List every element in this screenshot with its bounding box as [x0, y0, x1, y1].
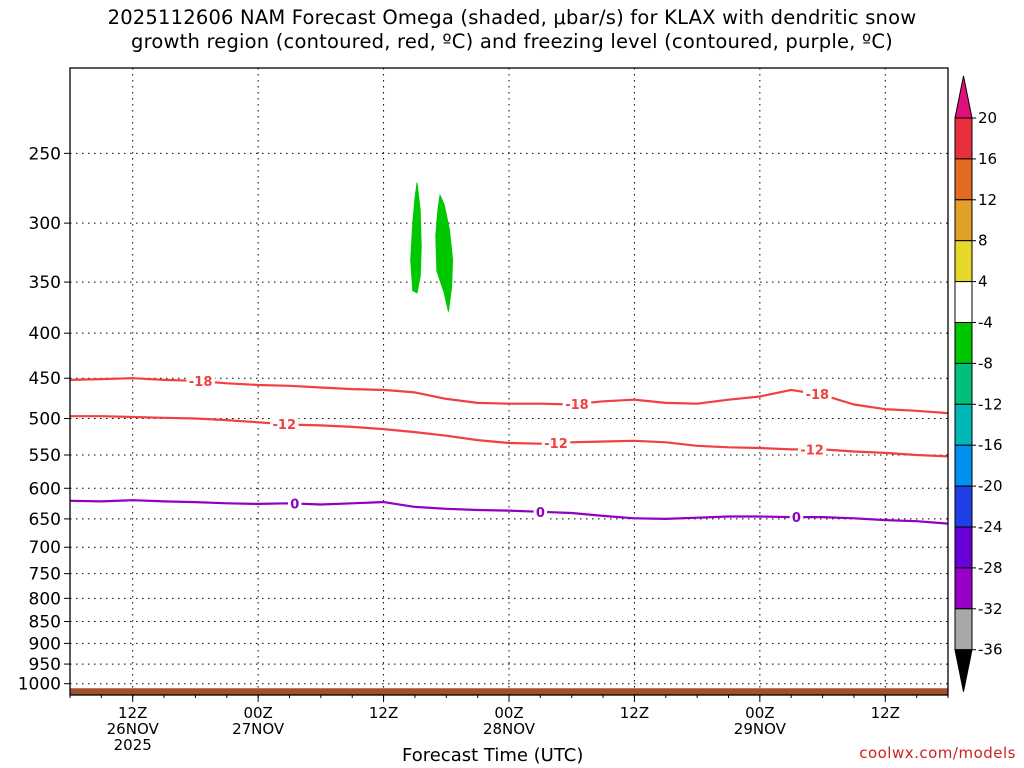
colorbar-bin [954, 240, 973, 283]
title-line-1: 2025112606 NAM Forecast Omega (shaded, μ… [107, 6, 917, 29]
y-tick-label: 650 [29, 510, 61, 530]
colorbar-bin [954, 403, 973, 446]
chart-title: 2025112606 NAM Forecast Omega (shaded, μ… [0, 6, 1024, 54]
colorbar-top-arrow [954, 75, 973, 119]
colorbar: 20 16 12 8 4 -4 -8 -12 -16 -20 -24 -28 -32 -36 [954, 75, 1003, 692]
terrain-layer [70, 688, 948, 695]
y-tick-label: 550 [29, 446, 61, 466]
colorbar-label: -4 [978, 314, 993, 332]
y-tick-label: 450 [29, 369, 61, 389]
contour-label: -18 [806, 388, 830, 403]
title-line-2: growth region (contoured, red, ºC) and f… [131, 30, 893, 53]
y-tick-label: 300 [29, 214, 61, 234]
colorbar-bin [954, 322, 973, 364]
contour-label-bg [287, 495, 302, 512]
colorbar-label: -20 [978, 477, 1003, 495]
y-tick-label: 750 [29, 565, 61, 585]
x-tick-label: 00Z [745, 704, 774, 722]
terrain-band [70, 688, 948, 695]
colorbar-label: 4 [978, 273, 988, 291]
contour-label: -12 [273, 418, 297, 433]
colorbar-bottom-arrow [954, 649, 973, 692]
colorbar-bin [954, 362, 973, 405]
colorbar-bin [954, 117, 973, 160]
y-tick-label: 950 [29, 655, 61, 675]
colorbar-label: -8 [978, 354, 993, 372]
contour-label: -12 [800, 443, 824, 458]
credit-link[interactable]: coolwx.com/models [859, 744, 1016, 762]
contour-label-bg [803, 386, 832, 403]
colorbar-label: -28 [978, 559, 1003, 577]
y-tick-label: 900 [29, 634, 61, 654]
y-tick-label: 700 [29, 538, 61, 558]
contour-label-bg [186, 373, 215, 390]
colorbar-label: 12 [978, 191, 997, 209]
contour-label: 0 [290, 497, 299, 512]
contour-line [69, 377, 949, 415]
x-tick-label: 28NOV [483, 720, 536, 738]
x-tick-label: 12Z [620, 704, 649, 722]
x-tick-label: 00Z [243, 704, 272, 722]
colorbar-label: -32 [978, 600, 1003, 618]
colorbar-bin [954, 158, 973, 201]
x-tick-label: 26NOV [107, 720, 160, 738]
y-tick-label: 400 [29, 324, 61, 344]
y-tick-label: 800 [29, 589, 61, 609]
x-tick-label: 12Z [118, 704, 147, 722]
contour-label-bg [541, 434, 571, 451]
colorbar-label: -16 [978, 436, 1003, 454]
colorbar-label: 8 [978, 232, 988, 250]
contour-label: 0 [536, 506, 545, 521]
y-tick-label: 1000 [18, 675, 61, 695]
y-tick-label: 350 [29, 273, 61, 293]
contour-label: -18 [189, 375, 213, 390]
colorbar-label: -12 [978, 395, 1003, 413]
colorbar-bin [954, 444, 973, 487]
colorbar-label: -36 [978, 641, 1003, 659]
x-tick-label: 27NOV [232, 720, 285, 738]
colorbar-label: -24 [978, 518, 1003, 536]
x-tick-label: 00Z [494, 704, 523, 722]
x-tick-label: 29NOV [734, 720, 787, 738]
colorbar-label: 20 [978, 109, 997, 127]
y-tick-label: 500 [29, 410, 61, 430]
contour-label-bg [533, 503, 548, 520]
contour-label: -12 [544, 437, 568, 452]
x-tick-label: 2025 [114, 736, 152, 754]
colorbar-bin [954, 608, 973, 651]
contour-line [69, 499, 949, 525]
colorbar-bin [954, 485, 973, 528]
grid-layer [70, 68, 948, 695]
colorbar-bin [954, 567, 973, 610]
contour-label: -18 [565, 398, 589, 413]
colorbar-bin [954, 281, 973, 324]
contour-label-bg [270, 416, 299, 433]
x-tick-label: 12Z [369, 704, 398, 722]
colorbar-bin [954, 526, 973, 569]
y-tick-label: 250 [29, 144, 61, 164]
x-axis-title: Forecast Time (UTC) [402, 745, 584, 766]
omega-shading-layer [410, 182, 454, 312]
y-tick-label: 850 [29, 613, 61, 633]
omega-shaded-region [410, 182, 422, 294]
colorbar-bin [954, 199, 973, 242]
colorbar-label: 16 [978, 150, 997, 168]
contour-label-bg [797, 441, 827, 458]
y-axis: 2503003504004505005506006507007508008509… [18, 144, 70, 695]
x-tick-label: 12Z [871, 704, 900, 722]
contour-label-bg [562, 395, 592, 412]
omega-shaded-region [435, 193, 454, 312]
y-tick-label: 600 [29, 479, 61, 499]
contour-label: 0 [792, 511, 801, 526]
contour-label-bg [789, 509, 804, 526]
contour-layer: -18 -18 -18 -12 -12 -12 0 0 0 [69, 373, 949, 526]
